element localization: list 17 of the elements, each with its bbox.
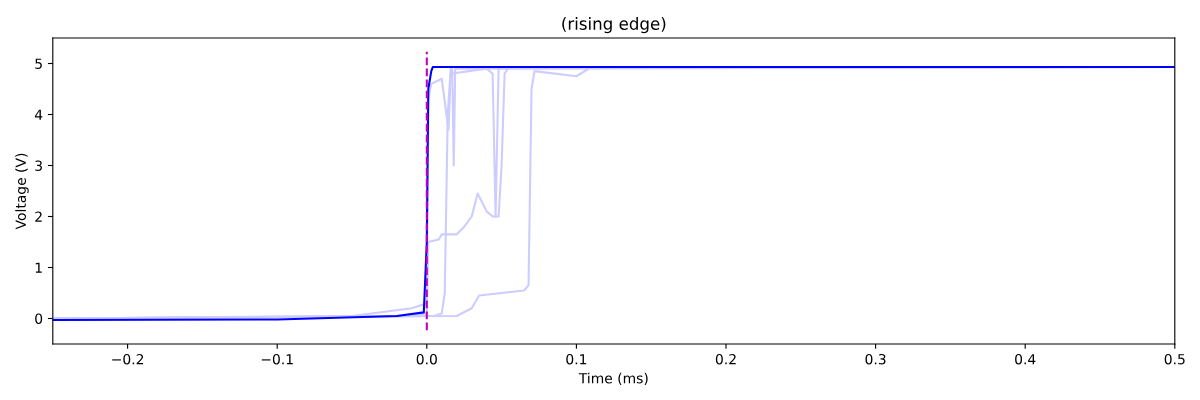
x-tick-label: 0.0 [416, 353, 437, 365]
y-axis-title: Voltage (V) [15, 153, 29, 230]
x-tick-label: 0.5 [1164, 353, 1185, 365]
y-tick-label: 1 [35, 262, 42, 273]
y-tick-label: 3 [35, 160, 42, 171]
x-tick-label: −0.2 [112, 353, 144, 365]
x-tick-label: 0.4 [1015, 353, 1036, 365]
x-tick-label: 0.2 [715, 353, 736, 365]
x-tick-label: 0.3 [865, 353, 886, 365]
y-tick-label: 4 [34, 109, 43, 120]
y-tick-label: 5 [35, 58, 42, 69]
x-tick-label: −0.1 [261, 353, 293, 365]
x-tick-label: 0.1 [566, 353, 587, 365]
chart-title: (rising edge) [562, 17, 666, 34]
y-tick-label: 0 [35, 313, 43, 324]
x-axis-title: Time (ms) [578, 372, 648, 386]
y-tick-label: 2 [35, 211, 42, 222]
